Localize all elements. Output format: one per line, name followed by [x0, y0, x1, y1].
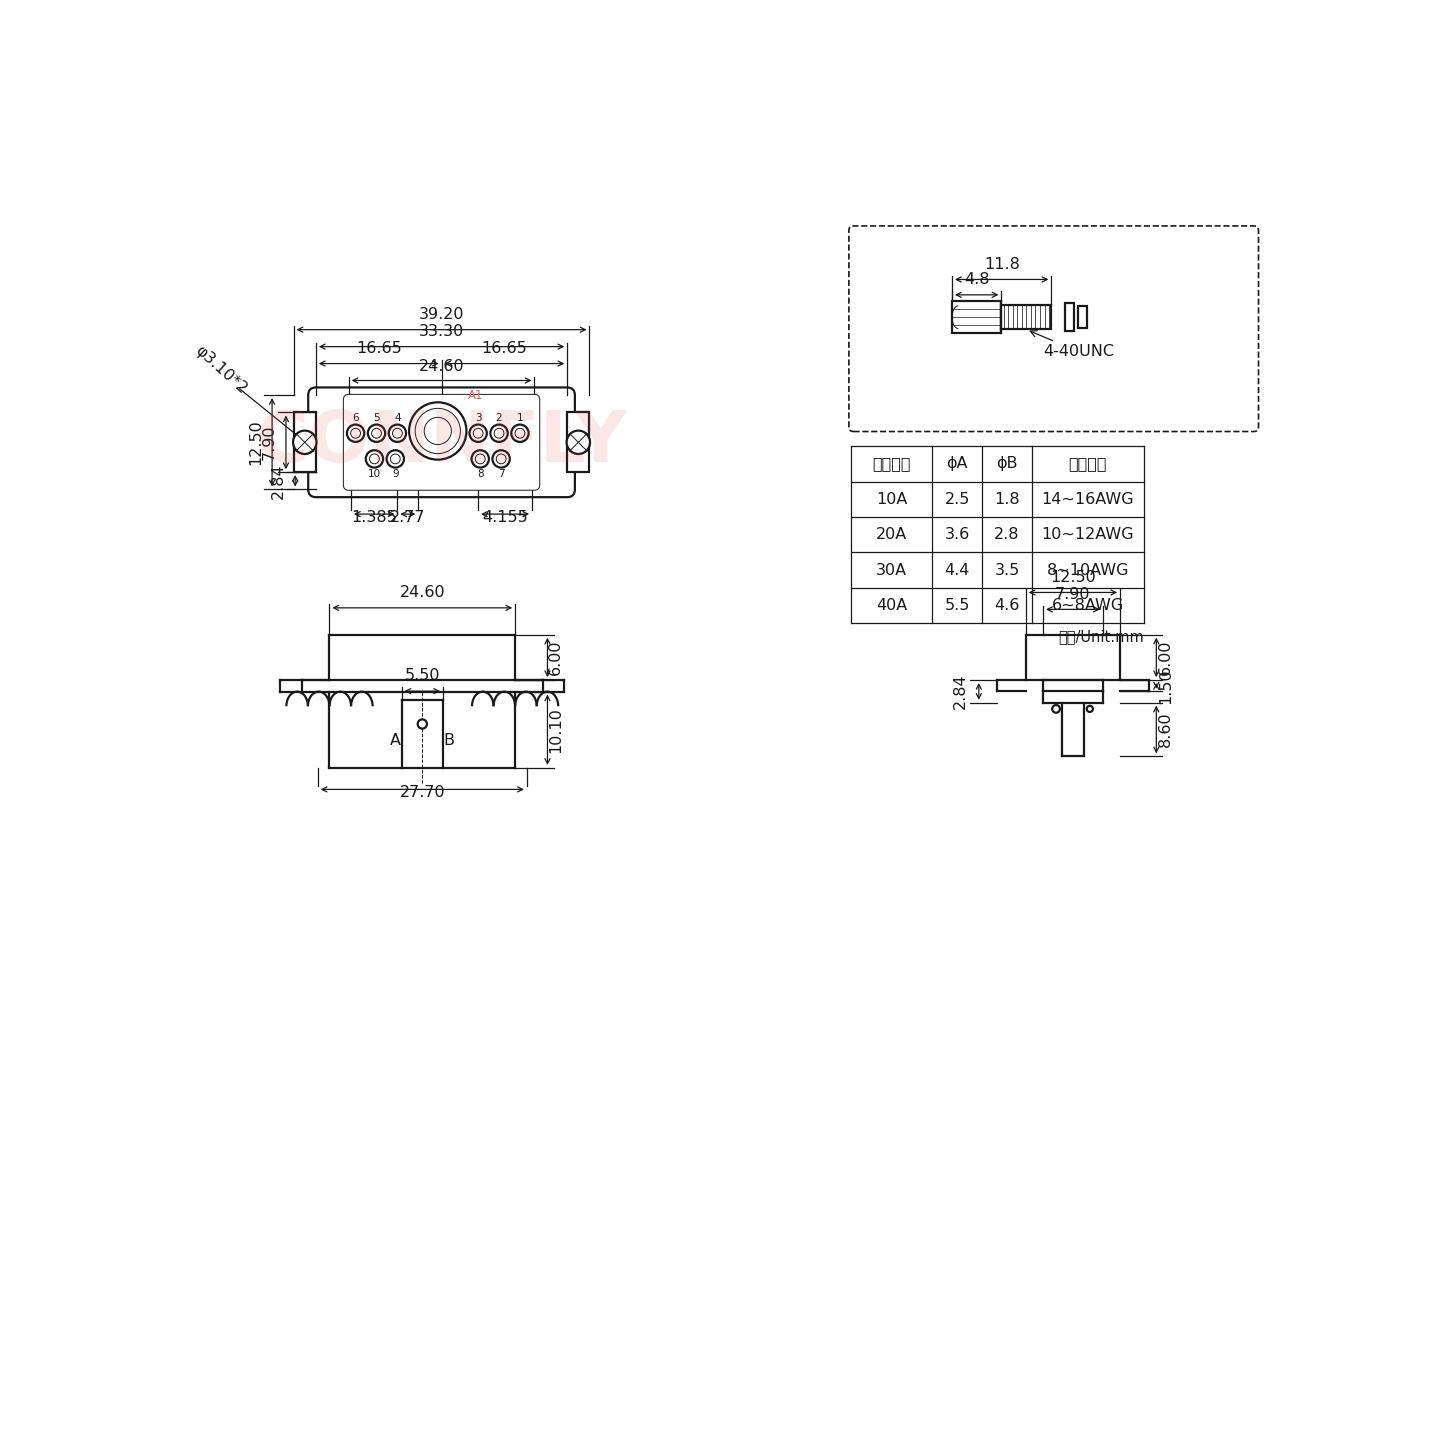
Text: 14~16AWG: 14~16AWG: [1041, 492, 1135, 507]
Text: 2.84: 2.84: [271, 464, 287, 498]
Text: 5: 5: [373, 413, 380, 423]
Text: 16.65: 16.65: [481, 341, 527, 356]
Text: 1.385: 1.385: [351, 510, 397, 526]
Text: φ3.10*2: φ3.10*2: [192, 343, 249, 397]
Text: 2.5: 2.5: [945, 492, 969, 507]
Text: 2.77: 2.77: [390, 510, 426, 526]
Text: 12.50: 12.50: [248, 419, 264, 465]
Text: 10: 10: [367, 469, 382, 480]
Circle shape: [370, 454, 379, 464]
FancyBboxPatch shape: [308, 387, 575, 497]
Text: 4: 4: [395, 413, 400, 423]
Text: 4.4: 4.4: [945, 563, 969, 577]
Bar: [567, 412, 589, 472]
Text: 8: 8: [477, 469, 484, 480]
Text: 30A: 30A: [876, 563, 907, 577]
Text: 24.60: 24.60: [419, 360, 464, 374]
Text: 6.00: 6.00: [547, 639, 563, 675]
FancyBboxPatch shape: [850, 226, 1259, 432]
Text: 20A: 20A: [876, 527, 907, 543]
Text: 10~12AWG: 10~12AWG: [1041, 527, 1135, 543]
Circle shape: [492, 451, 510, 468]
Text: B: B: [444, 733, 455, 749]
Circle shape: [425, 418, 451, 445]
Bar: [952, 301, 1001, 333]
Text: 8.60: 8.60: [1158, 711, 1174, 747]
Text: 额定电流: 额定电流: [873, 456, 912, 471]
Circle shape: [491, 425, 508, 442]
Bar: [1079, 307, 1087, 328]
Circle shape: [351, 428, 360, 438]
Text: 7.90: 7.90: [1056, 586, 1090, 602]
Text: 4.6: 4.6: [995, 598, 1020, 613]
Circle shape: [471, 451, 490, 468]
Text: 2: 2: [495, 413, 503, 423]
Text: 7: 7: [498, 469, 504, 480]
Circle shape: [469, 425, 487, 442]
Text: 单位/Unit:mm: 单位/Unit:mm: [1058, 629, 1143, 645]
Text: 5.50: 5.50: [405, 668, 441, 684]
Text: 2.8: 2.8: [995, 527, 1020, 543]
Text: 4.8: 4.8: [963, 272, 989, 287]
Text: 1.50: 1.50: [1158, 668, 1174, 704]
Bar: [1001, 305, 1051, 330]
Text: 3.6: 3.6: [945, 527, 969, 543]
Text: 1: 1: [517, 413, 523, 423]
Bar: [1066, 304, 1074, 331]
Circle shape: [566, 431, 590, 454]
Circle shape: [393, 428, 402, 438]
Circle shape: [415, 409, 461, 454]
Circle shape: [1053, 706, 1060, 713]
Circle shape: [511, 425, 528, 442]
Text: 线材规格: 线材规格: [1068, 456, 1107, 471]
Text: 8~10AWG: 8~10AWG: [1047, 563, 1129, 577]
Text: CONNFLY: CONNFLY: [256, 408, 628, 477]
Text: 4-40UNC: 4-40UNC: [1030, 331, 1115, 360]
Text: 12.50: 12.50: [1050, 570, 1096, 585]
Text: 10A: 10A: [876, 492, 907, 507]
Text: 3.5: 3.5: [995, 563, 1020, 577]
Text: 1.8: 1.8: [994, 492, 1020, 507]
Circle shape: [386, 451, 405, 468]
Circle shape: [409, 402, 467, 459]
Bar: [1025, 635, 1120, 680]
Circle shape: [475, 454, 485, 464]
Circle shape: [494, 428, 504, 438]
Text: ϕA: ϕA: [946, 456, 968, 471]
Circle shape: [418, 720, 426, 729]
Circle shape: [389, 425, 406, 442]
Circle shape: [497, 454, 505, 464]
Text: 39.20: 39.20: [419, 307, 464, 323]
Text: 10.10: 10.10: [547, 707, 563, 753]
Text: 2.84: 2.84: [953, 674, 968, 710]
Text: 40A: 40A: [876, 598, 907, 613]
Circle shape: [366, 451, 383, 468]
Circle shape: [1087, 706, 1093, 711]
Text: 4.155: 4.155: [482, 510, 528, 526]
FancyBboxPatch shape: [343, 395, 540, 490]
Circle shape: [347, 425, 364, 442]
Text: 11.8: 11.8: [984, 256, 1020, 272]
Text: 6.00: 6.00: [1158, 639, 1174, 675]
Circle shape: [390, 454, 400, 464]
Text: A1: A1: [468, 389, 484, 402]
Text: 27.70: 27.70: [399, 785, 445, 801]
Circle shape: [367, 425, 384, 442]
Text: 6~8AWG: 6~8AWG: [1051, 598, 1125, 613]
Circle shape: [372, 428, 382, 438]
Text: 5.5: 5.5: [945, 598, 969, 613]
Text: 7.90: 7.90: [262, 425, 276, 459]
Circle shape: [516, 428, 524, 438]
Text: 33.30: 33.30: [419, 324, 464, 338]
Circle shape: [474, 428, 482, 438]
Text: 16.65: 16.65: [356, 341, 402, 356]
Text: 3: 3: [475, 413, 481, 423]
Bar: [294, 412, 315, 472]
Text: ϕB: ϕB: [996, 456, 1018, 471]
Text: 24.60: 24.60: [399, 585, 445, 600]
Text: A: A: [390, 733, 400, 749]
Text: 6: 6: [353, 413, 359, 423]
Text: 9: 9: [392, 469, 399, 480]
Circle shape: [294, 431, 317, 454]
